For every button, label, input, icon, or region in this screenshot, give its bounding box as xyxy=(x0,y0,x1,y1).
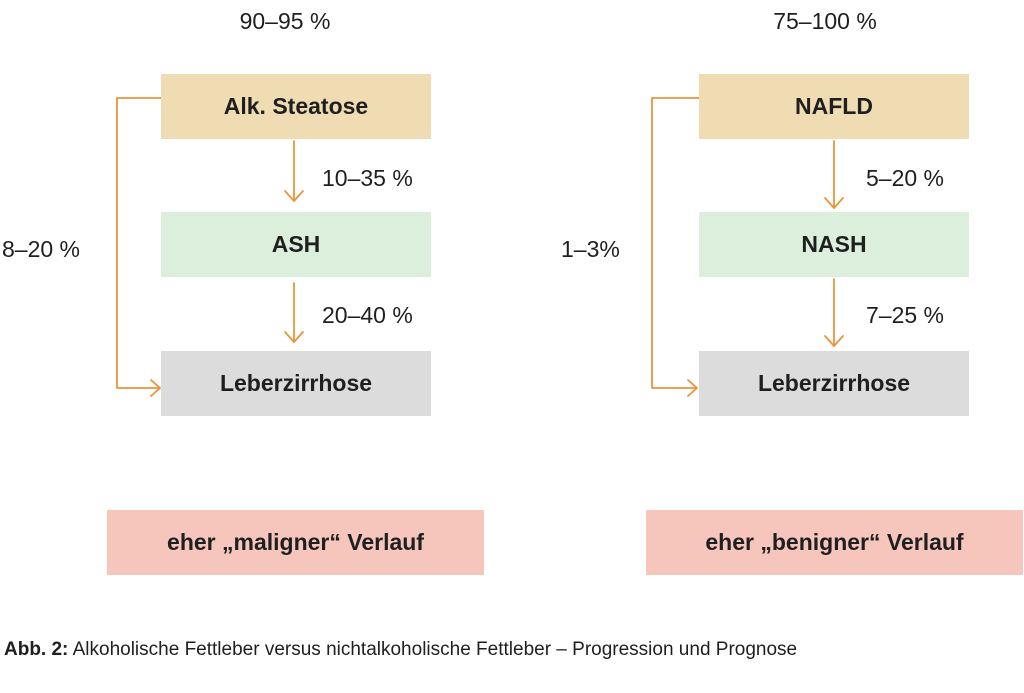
box-right-outcome: eher „benigner“ Verlauf xyxy=(646,510,1023,575)
right-arrow1-percent: 5–20 % xyxy=(866,165,945,191)
right-arrow2-percent: 7–25 % xyxy=(866,302,945,328)
left-top-percent: 90–95 % xyxy=(239,8,331,34)
box-left-leberzirrhose: Leberzirrhose xyxy=(161,351,431,416)
caption-text: Alkoholische Fettleber versus nichtalkoh… xyxy=(68,639,798,660)
arrow-steatose-to-ash xyxy=(284,140,304,202)
figure-caption: Abb. 2: Alkoholische Fettleber versus ni… xyxy=(4,639,797,661)
arrow-steatose-to-zirrhose-bypass xyxy=(116,97,162,397)
arrow-ash-to-zirrhose xyxy=(284,282,304,343)
box-left-outcome: eher „maligner“ Verlauf xyxy=(107,510,484,575)
box-alk-steatose: Alk. Steatose xyxy=(161,74,431,139)
left-arrow2-percent: 20–40 % xyxy=(322,302,413,328)
box-ash: ASH xyxy=(161,212,431,277)
left-bypass-percent: 8–20 % xyxy=(2,236,81,262)
right-bypass-percent: 1–3% xyxy=(561,236,620,262)
arrow-nash-to-zirrhose xyxy=(824,278,844,347)
caption-label: Abb. 2: xyxy=(4,639,69,660)
right-top-percent: 75–100 % xyxy=(773,8,877,34)
box-nash: NASH xyxy=(699,212,969,277)
arrow-nafld-to-zirrhose-bypass xyxy=(651,97,700,397)
box-nafld: NAFLD xyxy=(699,74,969,139)
left-arrow1-percent: 10–35 % xyxy=(322,165,413,191)
arrow-nafld-to-nash xyxy=(824,140,844,209)
box-right-leberzirrhose: Leberzirrhose xyxy=(699,351,969,416)
